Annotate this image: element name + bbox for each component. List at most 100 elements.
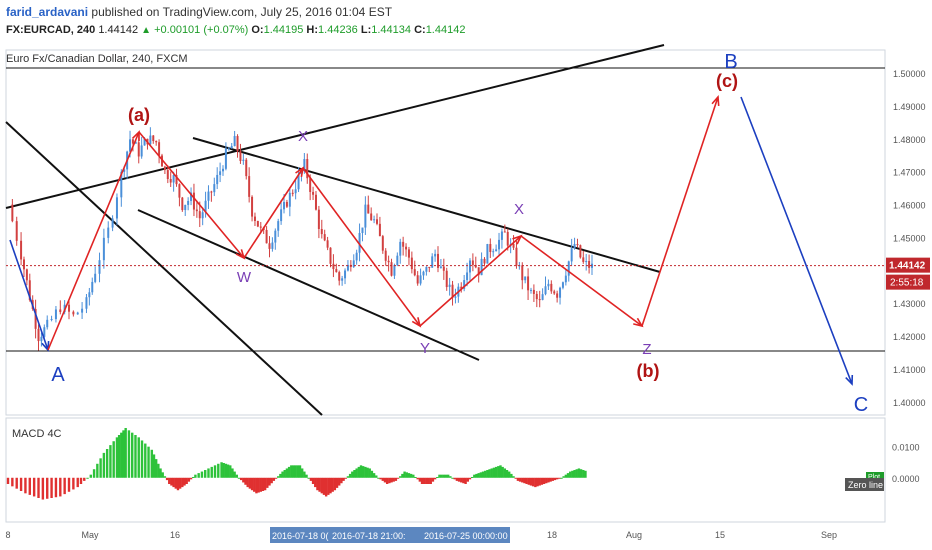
candle-body xyxy=(396,255,399,266)
candle-body xyxy=(460,286,463,289)
candle-body xyxy=(187,200,190,205)
candle-body xyxy=(387,260,390,263)
candles-group xyxy=(11,127,593,351)
macd-bar xyxy=(342,477,345,481)
candle-body xyxy=(294,189,297,194)
candle-body xyxy=(506,231,509,246)
macd-bar xyxy=(233,471,236,478)
wave-label-B: B xyxy=(724,51,737,73)
macd-bar xyxy=(183,477,186,486)
macd-bar xyxy=(399,476,402,478)
macd-bar xyxy=(309,477,313,481)
crosshair-time-label: 2016-07-18 0( xyxy=(272,531,329,541)
candle-body xyxy=(338,272,341,281)
candle-body xyxy=(515,247,518,266)
y-tick-label: 1.46000 xyxy=(893,201,926,211)
macd-bar xyxy=(124,428,127,478)
macd-bar xyxy=(134,435,137,478)
candle-body xyxy=(22,259,25,270)
macd-bar xyxy=(431,477,435,482)
candle-body xyxy=(149,135,152,145)
candle-body xyxy=(381,236,384,251)
wave-arrow-z xyxy=(520,235,643,327)
price-change: +0.00101 (+0.07%) xyxy=(154,24,249,36)
candle-body xyxy=(280,209,283,222)
candle-body xyxy=(115,197,118,219)
macd-bar xyxy=(385,477,389,484)
x-tick-label: 18 xyxy=(547,530,557,540)
candle-body xyxy=(413,269,416,276)
candle-body xyxy=(195,209,198,212)
macd-bar xyxy=(54,477,58,498)
candle-body xyxy=(384,250,387,261)
macd-bar xyxy=(534,477,537,488)
candle-body xyxy=(312,191,315,195)
candle-body xyxy=(72,311,75,315)
macd-bar xyxy=(449,476,452,478)
macd-bar xyxy=(479,472,483,478)
macd-bar xyxy=(112,441,115,478)
macd-bar xyxy=(501,466,504,478)
candle-body xyxy=(59,309,62,313)
macd-bar xyxy=(375,475,378,478)
macd-bar xyxy=(394,477,398,481)
macd-bar xyxy=(96,463,99,478)
candle-body xyxy=(160,155,163,167)
candle-body xyxy=(320,228,323,235)
candle-body xyxy=(285,201,288,207)
countdown-label: 2:55:18 xyxy=(890,278,924,289)
macd-bar xyxy=(154,459,158,478)
candle-body xyxy=(561,282,564,288)
candle-body xyxy=(454,296,457,298)
candle-body xyxy=(407,249,410,258)
macd-bar xyxy=(213,465,217,478)
macd-bar xyxy=(462,477,465,484)
macd-bar xyxy=(72,477,75,490)
macd-bar xyxy=(178,477,182,489)
candle-body xyxy=(120,171,123,198)
crosshair-time-label: 2016-07-25 00:00:00 xyxy=(424,531,508,541)
candle-body xyxy=(230,146,233,149)
candle-body xyxy=(323,234,326,241)
macd-bar xyxy=(542,477,546,484)
x-tick-label: 16 xyxy=(170,530,180,540)
macd-bar xyxy=(6,477,10,484)
macd-bar xyxy=(379,477,382,480)
author-link[interactable]: farid_ardavani xyxy=(6,5,89,19)
candle-body xyxy=(256,220,259,227)
macd-bar xyxy=(229,465,232,478)
candle-body xyxy=(222,168,225,172)
candle-body xyxy=(355,252,358,261)
candle-body xyxy=(439,266,442,268)
macd-bar xyxy=(41,477,45,500)
macd-bar xyxy=(497,466,500,478)
candle-body xyxy=(503,231,506,233)
macd-bar xyxy=(298,465,302,478)
macd-bar xyxy=(446,474,450,478)
candle-body xyxy=(512,243,515,248)
macd-bar xyxy=(370,470,374,478)
candle-body xyxy=(98,260,101,274)
symbol-quote: FX:EURCAD, 240 1.44142 ▲ +0.00101 (+0.07… xyxy=(6,24,465,36)
candle-body xyxy=(277,221,280,231)
macd-bar xyxy=(573,470,576,478)
macd-bar xyxy=(372,473,376,478)
macd-bar xyxy=(131,432,134,478)
macd-bar xyxy=(311,477,315,484)
macd-bar xyxy=(460,477,463,483)
candle-body xyxy=(373,219,376,221)
candle-body xyxy=(367,204,370,214)
candle-body xyxy=(468,260,471,273)
macd-bar xyxy=(355,468,358,478)
wave-arrow-C xyxy=(740,96,853,385)
candle-body xyxy=(175,175,178,185)
trend-line xyxy=(5,121,323,416)
macd-bar xyxy=(338,477,341,486)
macd-bar xyxy=(558,477,561,479)
candle-body xyxy=(43,327,46,337)
macd-bar xyxy=(207,468,210,478)
macd-bar xyxy=(168,477,171,484)
candle-body xyxy=(332,263,335,270)
macd-bar xyxy=(86,477,89,479)
